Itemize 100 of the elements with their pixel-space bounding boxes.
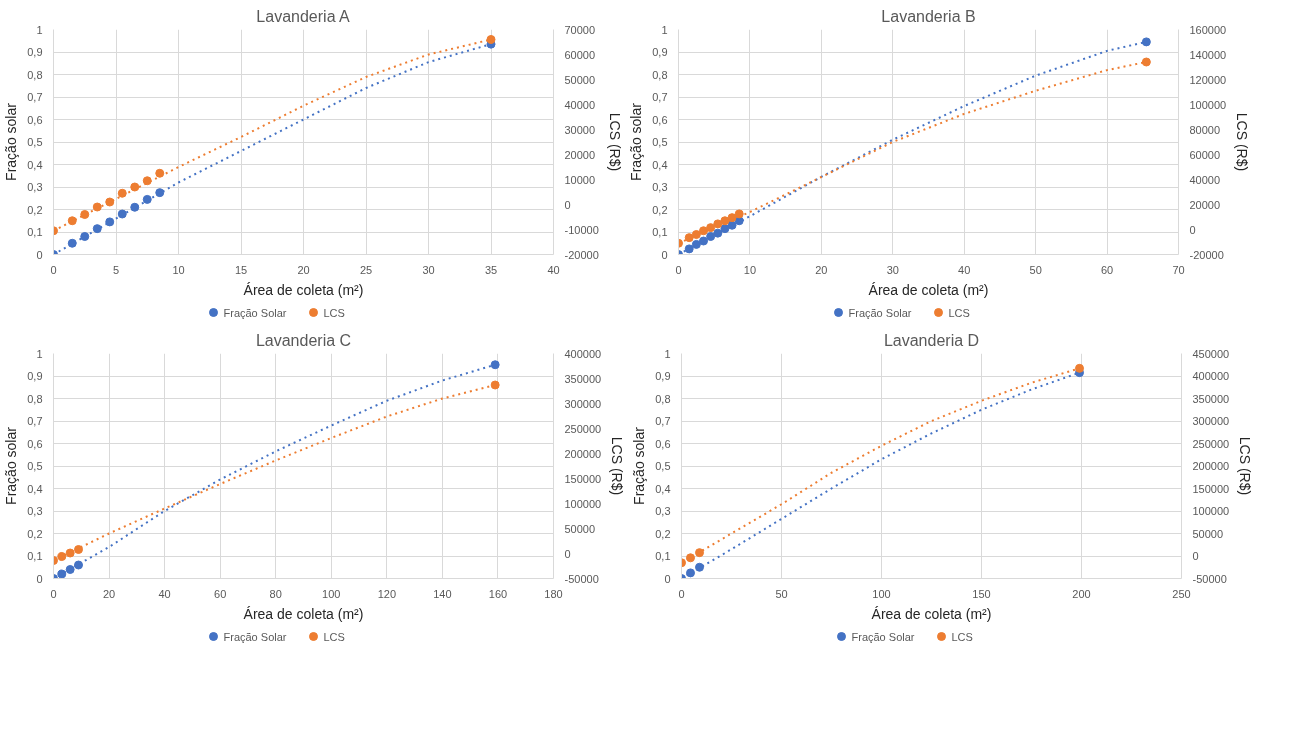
y-tick-label: 0,1	[27, 226, 43, 238]
point	[1075, 363, 1084, 373]
y2-tick-label: 30000	[564, 123, 596, 136]
y2-tick-label: -50000	[564, 572, 599, 585]
y-tick-label: 0,4	[652, 158, 668, 171]
x-tick-label: 60	[1100, 263, 1114, 276]
point	[695, 548, 704, 558]
x-tick-label: 60	[214, 587, 227, 600]
y-tick-label: 0,6	[655, 437, 671, 450]
chart-title: Lavanderia C	[255, 331, 352, 349]
y-tick-label: 0,8	[652, 68, 668, 81]
legend-label: LCS	[948, 306, 970, 319]
point	[1141, 37, 1151, 47]
y2-tick-label: 100000	[1192, 505, 1230, 517]
x-tick-label: 100	[872, 587, 891, 600]
x-tick-label: 200	[1072, 587, 1091, 600]
x-tick-label: 10	[172, 263, 185, 276]
y2-tick-label: 300000	[564, 397, 602, 410]
point	[80, 210, 90, 219]
legend-label: Fração Solar	[851, 630, 915, 643]
point	[686, 568, 695, 578]
x-tick-label: 30	[886, 263, 899, 276]
y-tick-label: 0,9	[27, 370, 43, 382]
y-tick-label: 0,6	[27, 113, 43, 126]
x-tick-label: 80	[269, 587, 282, 600]
legend-label: LCS	[951, 630, 973, 643]
y-tick-label: 1	[36, 23, 43, 36]
y-tick-label: 0,8	[27, 68, 43, 81]
y-tick-label: 0,7	[652, 91, 668, 103]
y2-tick-label: 100000	[1189, 98, 1227, 111]
point	[720, 216, 730, 226]
point	[727, 220, 737, 230]
y2-tick-label: 60000	[564, 48, 596, 61]
x-tick-label: 0	[50, 263, 57, 276]
x-axis-title: Área de coleta (m²)	[243, 605, 364, 622]
y-tick-label: 0,3	[652, 181, 668, 193]
y2-tick-label: 150000	[564, 472, 602, 485]
y-tick-label: 0,5	[655, 460, 671, 472]
y-tick-label: 0,6	[652, 113, 668, 126]
y-tick-label: 0,2	[27, 203, 43, 216]
y-tick-label: 0,3	[27, 505, 43, 517]
y-tick-label: 0	[36, 248, 43, 261]
x-tick-label: 0	[50, 587, 57, 600]
y2-tick-label: 20000	[1189, 198, 1221, 211]
x-tick-label: 10	[743, 263, 757, 276]
point	[734, 209, 744, 219]
point	[684, 233, 694, 243]
x-tick-label: 25	[359, 263, 373, 276]
point	[684, 244, 694, 254]
y-tick-label: 0,7	[655, 415, 671, 427]
point	[74, 545, 83, 554]
y2-axis-title: LCS (R$)	[609, 436, 626, 496]
y-tick-label: 0	[664, 572, 671, 585]
point	[706, 223, 716, 233]
y2-tick-label: 250000	[1192, 437, 1230, 450]
point	[142, 176, 152, 186]
y2-tick-label: -10000	[564, 223, 599, 236]
x-tick-label: 40	[547, 263, 560, 276]
y2-tick-label: 140000	[1189, 48, 1227, 61]
y-tick-label: 0,3	[27, 181, 43, 193]
x-tick-label: 250	[1172, 587, 1191, 600]
y2-tick-label: 0	[1189, 223, 1196, 236]
point	[686, 553, 695, 563]
y2-tick-label: 450000	[1192, 347, 1230, 360]
chart-title: Lavanderia B	[881, 7, 976, 25]
y-tick-label: 0,4	[655, 482, 671, 495]
point	[155, 188, 165, 198]
point	[691, 230, 701, 239]
point	[695, 562, 704, 572]
y2-tick-label: 100000	[564, 497, 602, 510]
x-tick-label: 20	[102, 587, 116, 600]
legend-label: Fração Solar	[223, 630, 287, 643]
y-axis-title: Fração solar	[631, 426, 648, 505]
point	[706, 232, 716, 241]
y2-tick-label: 50000	[564, 73, 596, 86]
y2-tick-label: 400000	[564, 347, 602, 360]
y2-tick-label: 250000	[564, 422, 602, 435]
y-axis-title: Fração solar	[628, 102, 645, 181]
y2-axis-title: LCS (R$)	[606, 112, 623, 172]
y2-tick-label: 40000	[564, 98, 596, 111]
y-axis-title: Fração solar	[3, 102, 20, 181]
y2-tick-label: 20000	[564, 148, 596, 161]
x-tick-label: 50	[1029, 263, 1042, 276]
point	[105, 217, 115, 227]
y-tick-label: 0,4	[27, 158, 43, 171]
point	[67, 216, 77, 226]
y-axis-title: Fração solar	[3, 426, 20, 505]
x-tick-label: 40	[958, 263, 971, 276]
point	[117, 188, 127, 198]
point	[105, 197, 115, 207]
y2-tick-label: 50000	[1192, 527, 1224, 540]
y-tick-label: 0,8	[27, 392, 43, 405]
x-tick-label: 120	[377, 587, 397, 600]
y-tick-label: 1	[36, 347, 43, 360]
x-tick-label: 100	[322, 587, 341, 600]
chart-title: Lavanderia D	[883, 331, 980, 349]
y2-tick-label: 350000	[1192, 392, 1230, 405]
y-tick-label: 0	[36, 572, 43, 585]
y-tick-label: 0,7	[27, 91, 43, 103]
x-tick-label: 20	[815, 263, 828, 276]
